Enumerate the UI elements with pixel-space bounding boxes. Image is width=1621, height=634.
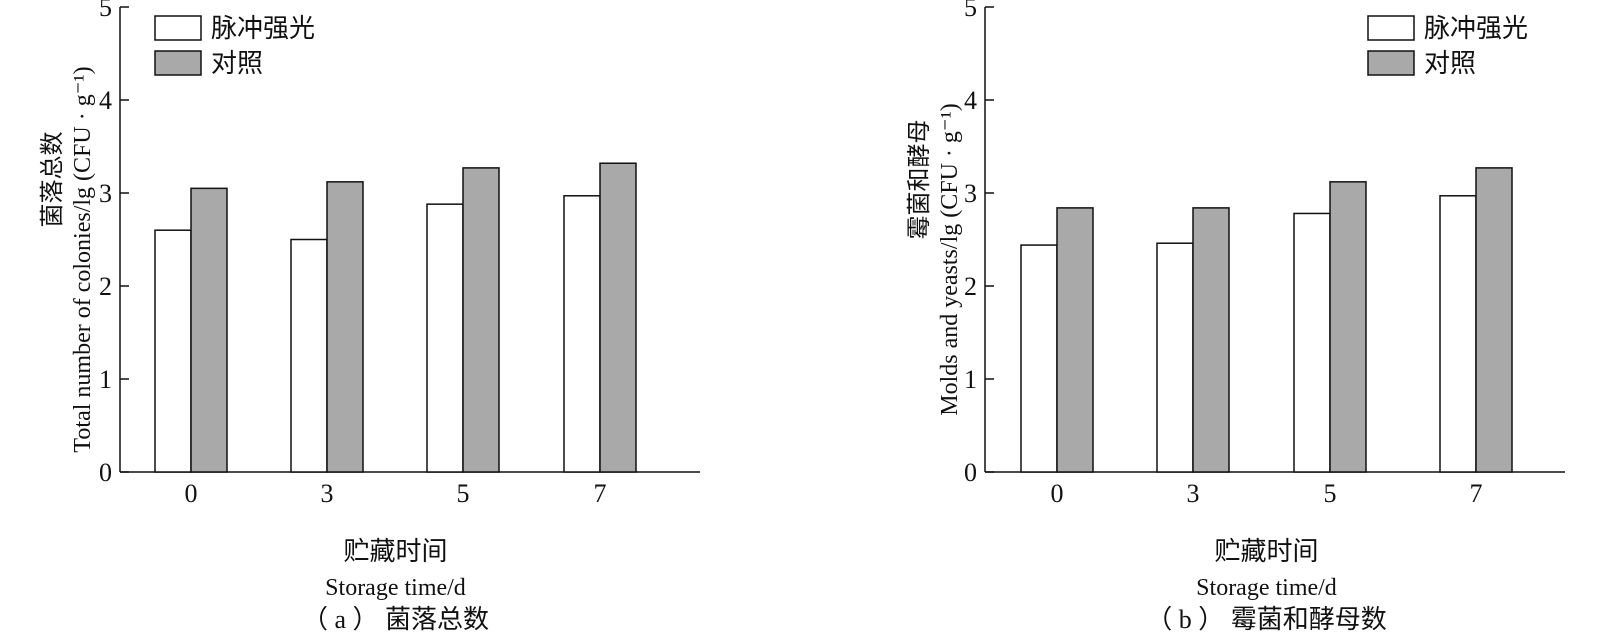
x-axis-label: Storage time/d xyxy=(1196,575,1337,601)
legend-label: 脉冲强光 xyxy=(1424,14,1528,43)
y-axis-label-cn: 菌落总数 xyxy=(39,132,66,228)
y-tick-label: 3 xyxy=(99,179,112,208)
bar-pulsed-light-day-5 xyxy=(426,203,464,473)
bar-pulsed-light-day-7 xyxy=(1439,195,1477,473)
bar-control-day-0 xyxy=(1056,207,1094,473)
y-axis-label: Molds and yeasts/lg (CFU · g⁻¹) xyxy=(937,103,963,416)
bar-control-day-3 xyxy=(1192,207,1230,473)
x-tick-label: 7 xyxy=(594,479,607,508)
legend-label: 脉冲强光 xyxy=(211,14,315,43)
bar-control-day-3 xyxy=(326,181,364,473)
y-axis-label-cn: 霉菌和酵母 xyxy=(906,120,933,240)
legend-swatch xyxy=(154,15,202,41)
bar-control-day-7 xyxy=(599,162,637,473)
x-tick-label: 5 xyxy=(457,479,470,508)
y-tick-label: 4 xyxy=(99,86,112,115)
y-tick-label: 3 xyxy=(964,179,977,208)
legend-label: 对照 xyxy=(211,49,263,78)
x-axis-label: Storage time/d xyxy=(325,575,466,601)
legend-label: 对照 xyxy=(1424,49,1476,78)
subfigure-caption: （ a ） 菌落总数 xyxy=(302,605,489,634)
bar-pulsed-light-day-5 xyxy=(1293,212,1331,473)
legend-swatch xyxy=(1367,50,1415,76)
legend-swatch xyxy=(154,50,202,76)
y-tick-label: 5 xyxy=(964,0,977,22)
x-axis-label-cn: 贮藏时间 xyxy=(1214,537,1318,566)
bar-pulsed-light-day-3 xyxy=(1156,242,1194,473)
x-tick-label: 3 xyxy=(1187,479,1200,508)
bar-pulsed-light-day-0 xyxy=(154,229,192,473)
legend-swatch xyxy=(1367,15,1415,41)
bar-control-day-0 xyxy=(190,187,228,473)
y-tick-label: 1 xyxy=(99,365,112,394)
bar-pulsed-light-day-3 xyxy=(290,238,328,473)
x-tick-label: 0 xyxy=(1051,479,1064,508)
y-tick-label: 0 xyxy=(964,458,977,487)
bar-control-day-5 xyxy=(462,167,500,473)
subfigure-caption: （ b ） 霉菌和酵母数 xyxy=(1146,605,1387,634)
y-tick-label: 2 xyxy=(99,272,112,301)
y-tick-label: 0 xyxy=(99,458,112,487)
x-tick-label: 0 xyxy=(185,479,198,508)
y-axis-label: Total number of colonies/lg (CFU · g⁻¹) xyxy=(70,66,96,452)
bar-pulsed-light-day-0 xyxy=(1020,244,1058,473)
bar-pulsed-light-day-7 xyxy=(563,195,601,473)
x-tick-label: 5 xyxy=(1324,479,1337,508)
bar-control-day-7 xyxy=(1475,167,1513,473)
y-tick-label: 5 xyxy=(99,0,112,22)
y-tick-label: 1 xyxy=(964,365,977,394)
y-tick-label: 4 xyxy=(964,86,977,115)
x-tick-label: 7 xyxy=(1470,479,1483,508)
y-tick-label: 2 xyxy=(964,272,977,301)
x-tick-label: 3 xyxy=(321,479,334,508)
x-axis-label-cn: 贮藏时间 xyxy=(343,537,447,566)
bar-control-day-5 xyxy=(1329,181,1367,473)
